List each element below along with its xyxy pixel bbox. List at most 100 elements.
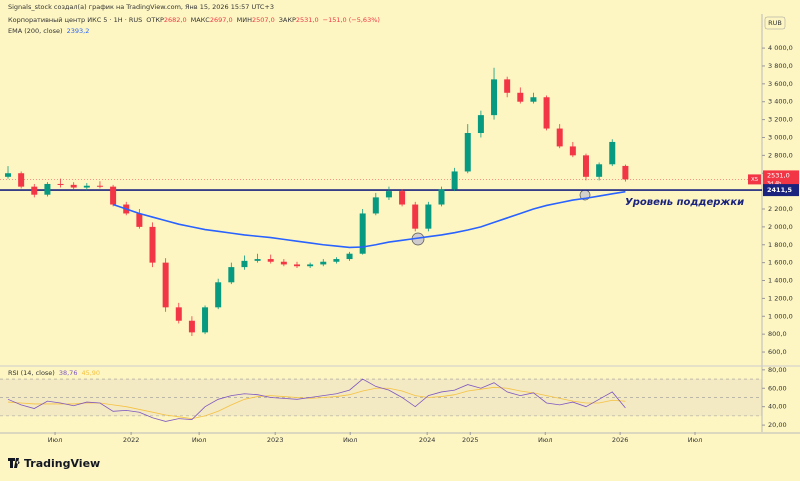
y-tick-label: 3 200,0 xyxy=(768,116,793,124)
y-tick-label: 1 800,0 xyxy=(768,241,793,249)
candle-body xyxy=(451,171,458,190)
candle-body xyxy=(346,253,353,260)
y-tick-label: 2 000,0 xyxy=(768,223,793,231)
logo: TradingView xyxy=(8,457,100,470)
candle-body xyxy=(385,191,392,198)
ohlc-value: 2697,0 xyxy=(210,16,233,24)
ticker: X5 xyxy=(751,177,759,183)
candle-body xyxy=(491,79,498,116)
candle-body xyxy=(202,307,209,333)
support-box xyxy=(763,184,799,197)
countdown: 3d 4h xyxy=(767,181,781,187)
ohlc-label: ЗАКР xyxy=(279,16,296,24)
logo-text: TradingView xyxy=(24,457,100,470)
candle-body xyxy=(399,191,406,205)
candle-body xyxy=(477,115,484,134)
rsi-y-tick-label: 60,00 xyxy=(768,384,787,392)
candle-body xyxy=(504,79,511,93)
candle-body xyxy=(609,141,616,165)
ohlc-value: 2531,0 xyxy=(296,16,319,24)
legend-line: Корпоративный центр ИКС 5 · 1Н · RUS ОТКР… xyxy=(8,16,380,24)
last-price-box xyxy=(763,170,799,188)
candle-body xyxy=(18,173,25,187)
x-tick-label: 2022 xyxy=(123,436,140,444)
y-tick-label: 800,0 xyxy=(768,330,787,338)
x-tick-label: 2026 xyxy=(612,436,629,444)
x-tick-label: 2024 xyxy=(419,436,436,444)
candle-body xyxy=(110,186,117,205)
candle-body xyxy=(307,264,314,267)
candle-body xyxy=(44,183,51,195)
ema-line xyxy=(112,190,626,249)
rsi-y-tick-label: 80,00 xyxy=(768,366,787,374)
ema-value: 2393,2 xyxy=(67,27,90,35)
rsi-legend: RSI (14, close) xyxy=(8,369,55,377)
legend: Корпоративный центр ИКС 5 · 1Н · RUS ОТКР… xyxy=(8,16,380,377)
x-tick-label: 2023 xyxy=(267,436,284,444)
x-tick-label: Июл xyxy=(688,436,703,444)
candle-body xyxy=(254,259,261,261)
ema-legend: EMA (200, close) xyxy=(8,27,63,35)
candle-body xyxy=(530,97,537,102)
support-price-label: 2411,5 xyxy=(767,186,793,194)
candle-body xyxy=(438,189,445,205)
candle-body xyxy=(412,204,419,229)
y-tick-label: 3 800,0 xyxy=(768,62,793,70)
candle-body xyxy=(543,97,550,129)
rsi-ma-line xyxy=(7,386,626,420)
candle-body xyxy=(372,197,379,214)
x-tick-label: Июл xyxy=(48,436,63,444)
x-tick-label: Июл xyxy=(343,436,358,444)
candle-body xyxy=(280,261,287,265)
symbol: Корпоративный центр ИКС 5 · 1Н · RUS xyxy=(8,16,142,24)
y-tick-label: 3 400,0 xyxy=(768,98,793,106)
candle-body xyxy=(96,185,103,187)
candle-body xyxy=(31,186,38,195)
candle-body xyxy=(215,282,222,308)
candle-body xyxy=(425,204,432,229)
logo-icon xyxy=(8,458,20,468)
candle-body xyxy=(293,264,300,267)
candle-body xyxy=(241,260,248,268)
candle-body xyxy=(83,185,90,188)
y-tick-label: 600,0 xyxy=(768,348,787,356)
currency: RUB xyxy=(768,19,782,27)
ohlc-label: ОТКР xyxy=(146,16,164,24)
candle-body xyxy=(582,155,589,177)
legend-line: RSI (14, close) 38,76 45,90 xyxy=(8,369,100,377)
ohlc-value: 2682,0 xyxy=(164,16,187,24)
ohlc-value: 2507,0 xyxy=(252,16,275,24)
candle-body xyxy=(57,183,64,185)
rsi-y-tick-label: 40,00 xyxy=(768,403,787,411)
candle-body xyxy=(320,261,327,265)
x-tick-label: 2025 xyxy=(462,436,479,444)
candle-body xyxy=(359,213,366,254)
y-tick-label: 3 600,0 xyxy=(768,80,793,88)
y-tick-label: 1 200,0 xyxy=(768,294,793,302)
y-tick-label: 4 000,0 xyxy=(768,44,793,52)
candle-body xyxy=(517,92,524,102)
ticker-box xyxy=(748,174,761,185)
ohlc-label: МИН xyxy=(237,16,252,24)
candle-body xyxy=(149,226,156,263)
candle-body xyxy=(228,267,235,283)
candle-body xyxy=(267,259,274,262)
support-label: Уровень поддержки xyxy=(625,197,744,208)
rsi-y-tick-label: 20,00 xyxy=(768,421,787,429)
candle-body xyxy=(175,307,182,321)
rsi-line xyxy=(7,378,626,422)
change: −151,0 (−5,63%) xyxy=(323,16,380,24)
y-tick-label: 3 000,0 xyxy=(768,133,793,141)
candle-body xyxy=(188,320,195,333)
candle-body xyxy=(556,128,563,147)
y-tick-label: 1 600,0 xyxy=(768,259,793,267)
x-tick-label: Июл xyxy=(538,436,553,444)
currency-box[interactable] xyxy=(764,16,786,30)
candle-body xyxy=(596,164,603,177)
candle-body xyxy=(333,259,340,262)
candle-body xyxy=(464,133,471,172)
candle-body xyxy=(162,262,169,308)
x-tick-label: Июл xyxy=(192,436,207,444)
candle-body xyxy=(70,184,77,188)
